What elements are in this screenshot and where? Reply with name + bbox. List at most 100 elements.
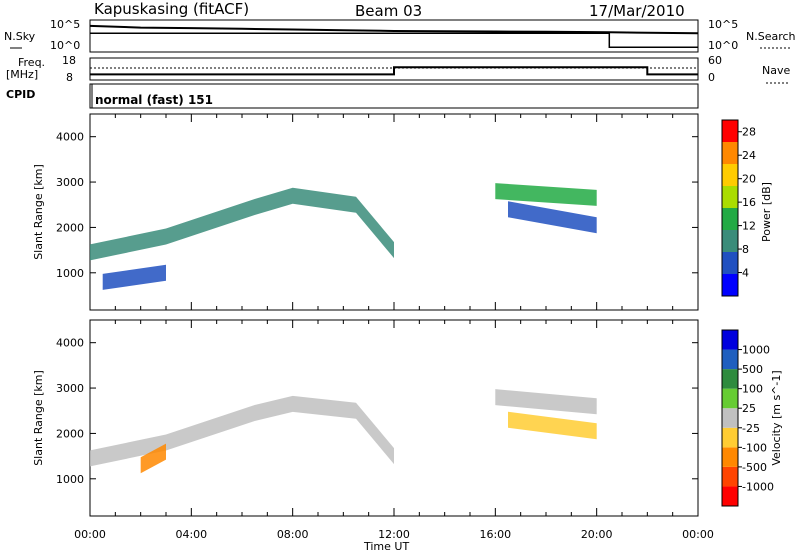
noise-panel-frame — [89, 19, 699, 53]
cpid-panel-frame — [89, 83, 699, 109]
freq-series — [90, 66, 698, 76]
freq-right-tick-top: 60 — [708, 54, 722, 67]
power-echoes — [90, 183, 597, 290]
echo-band — [508, 201, 597, 234]
freq-label-2: [MHz] — [6, 68, 38, 81]
y-tick-label: 1000 — [56, 473, 84, 486]
velocity-colorbar-block — [722, 388, 738, 409]
beam-title: Beam 03 — [355, 2, 422, 20]
x-tick-label: 16:00 — [479, 528, 511, 541]
date-title: 17/Mar/2010 — [589, 2, 685, 20]
echo-band — [140, 443, 166, 474]
velocity-colorbar-tick-label: -1000 — [742, 480, 774, 493]
noise-right-tick-top: 10^5 — [708, 18, 738, 31]
noise-sky-series — [89, 24, 699, 35]
power-colorbar-frame — [721, 119, 739, 297]
velocity-panel-frame — [89, 319, 699, 517]
velocity-colorbar-block — [722, 466, 738, 487]
freq-panel-frame — [89, 57, 699, 81]
echo-band — [508, 411, 597, 440]
y-tick-label: 4000 — [56, 337, 84, 350]
power-colorbar: 4 8 12 16 20 24 28 Power [dB] — [721, 119, 773, 297]
freq-right-tick-bottom: 0 — [708, 71, 715, 84]
noise-right-tick-bottom: 10^0 — [708, 39, 738, 52]
x-axis-label: Time UT — [363, 540, 409, 553]
velocity-colorbar-tick-label: 100 — [742, 383, 763, 396]
velocity-colorbar: 1000 500 100 25 -25 -100 -500 -1000 Velocity [m… — [721, 329, 783, 507]
noise-lines — [89, 24, 699, 49]
power-colorbar-tick-label: 28 — [742, 126, 756, 139]
echo-band — [495, 389, 597, 415]
velocity-colorbar-tick-label: -25 — [742, 422, 760, 435]
power-colorbar-tick-label: 16 — [742, 196, 756, 209]
echo-band — [102, 264, 166, 290]
x-tick-label: 20:00 — [581, 528, 613, 541]
freq-lines — [90, 66, 698, 76]
velocity-y-axis-label: Slant Range [km] — [32, 370, 45, 466]
power-colorbar-tick-label: 8 — [742, 243, 749, 256]
y-tick-label: 2000 — [56, 427, 84, 440]
power-panel: 1000 2000 3000 4000 Slant Range [km] — [32, 113, 699, 311]
nave-label: Nave — [762, 64, 790, 77]
velocity-colorbar-block — [722, 349, 738, 370]
cpid-label: CPID — [6, 88, 35, 101]
power-colorbar-blocks — [722, 120, 738, 296]
velocity-colorbar-blocks — [722, 330, 738, 506]
power-colorbar-tick-label: 12 — [742, 220, 756, 233]
freq-label-1: Freq. — [18, 56, 45, 69]
velocity-colorbar-label-text: Velocity [m s^-1] — [770, 370, 783, 465]
noise-sky-label: N.Sky — [4, 30, 36, 43]
power-colorbar-block — [722, 274, 738, 296]
velocity-colorbar-tick-label: -100 — [742, 441, 767, 454]
velocity-colorbar-block — [722, 408, 738, 428]
noise-search-label: N.Search — [746, 30, 796, 43]
echo-band — [90, 187, 394, 261]
velocity-colorbar-ticks: 1000 500 100 25 -25 -100 -500 -1000 — [738, 344, 774, 493]
noise-left-tick-bottom: 10^0 — [50, 39, 80, 52]
velocity-colorbar-frame — [721, 329, 739, 507]
power-colorbar-block — [722, 142, 738, 164]
power-colorbar-block — [722, 164, 738, 186]
freq-left-tick-bottom: 8 — [66, 71, 73, 84]
velocity-colorbar-tick-label: 1000 — [742, 344, 770, 357]
velocity-colorbar-block — [722, 330, 738, 350]
velocity-colorbar-block — [722, 447, 738, 467]
power-colorbar-block — [722, 120, 738, 142]
velocity-colorbar-block — [722, 369, 738, 389]
power-colorbar-block — [722, 208, 738, 230]
power-y-ticks: 1000 2000 3000 4000 — [56, 131, 698, 280]
y-tick-label: 4000 — [56, 131, 84, 144]
velocity-colorbar-tick-label: 25 — [742, 402, 756, 415]
x-tick-label: 08:00 — [277, 528, 309, 541]
velocity-y-ticks: 1000 2000 3000 4000 — [56, 337, 698, 486]
station-title: Kapuskasing (fitACF) — [94, 0, 249, 18]
x-tick-label: 12:00 — [378, 528, 410, 541]
freq-left-tick-top: 18 — [62, 54, 76, 67]
x-tick-label: 00:00 — [74, 528, 106, 541]
power-y-axis-label: Slant Range [km] — [32, 164, 45, 260]
cpid-value: normal (fast) 151 — [95, 93, 213, 107]
noise-left-tick-top: 10^5 — [50, 18, 80, 31]
velocity-colorbar-tick-label: 500 — [742, 363, 763, 376]
power-colorbar-label: Power [dB] — [760, 182, 773, 242]
x-tick-label: 04:00 — [175, 528, 207, 541]
x-tick-label: 00:00 — [682, 528, 714, 541]
y-tick-label: 3000 — [56, 176, 84, 189]
power-colorbar-block — [722, 230, 738, 252]
velocity-colorbar-block — [722, 427, 738, 448]
velocity-colorbar-block — [722, 486, 738, 506]
power-colorbar-block — [722, 186, 738, 208]
noise-search-series — [90, 32, 698, 49]
power-colorbar-ticks: 4 8 12 16 20 24 28 — [738, 126, 756, 280]
power-colorbar-tick-label: 4 — [742, 267, 749, 280]
velocity-panel: 1000 2000 3000 4000 Slant Range [km] — [32, 319, 699, 517]
y-tick-label: 1000 — [56, 267, 84, 280]
power-colorbar-block — [722, 252, 738, 274]
y-tick-label: 3000 — [56, 382, 84, 395]
power-panel-frame — [89, 113, 699, 311]
x-axis-tick-labels: 00:00 04:00 08:00 12:00 16:00 20:00 00:00 — [74, 528, 714, 541]
y-tick-label: 2000 — [56, 221, 84, 234]
velocity-colorbar-tick-label: -500 — [742, 461, 767, 474]
